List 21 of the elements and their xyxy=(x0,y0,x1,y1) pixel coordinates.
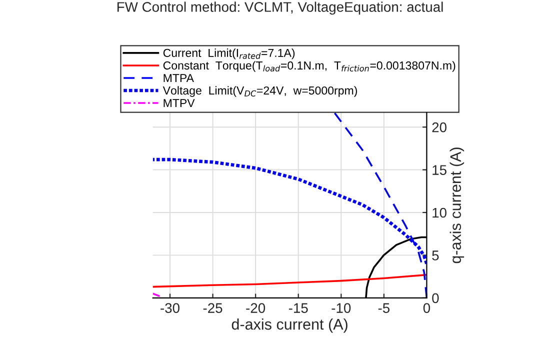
chart-title: FW Control method: VCLMT, VoltageEquation: actual xyxy=(117,2,443,15)
x-tick-label: -30 xyxy=(160,303,180,313)
x-tick-label: -10 xyxy=(332,303,351,313)
y-tick-label: 20 xyxy=(432,122,446,132)
legend-label: MTPV xyxy=(164,99,195,108)
y-axis-title: q-axis current (A) xyxy=(450,148,464,264)
y-tick-label: 10 xyxy=(432,208,446,218)
y-tick-label: 0 xyxy=(432,293,439,304)
y-tick-label: 15 xyxy=(432,165,446,175)
y-tick-label: 5 xyxy=(432,250,439,260)
legend-label: Current Limit(I$_{rated}$=7.1A) xyxy=(163,48,295,60)
legend-label: MTPA xyxy=(164,74,194,82)
legend-label: Voltage Limit(V$_{DC}$=24V, w=5000rpm) xyxy=(162,86,357,97)
legend-label: Constant Torque(T$_{load}$=0.1N.m, T$_{friction}$=0.0013807N.m) xyxy=(163,61,456,72)
x-tick-label: -20 xyxy=(246,303,266,313)
x-tick-label: -15 xyxy=(288,303,308,313)
x-axis-title: d-axis current (A) xyxy=(232,318,348,333)
x-tick-label: 0 xyxy=(423,303,430,313)
line-series xyxy=(152,274,427,288)
x-tick-label: -5 xyxy=(378,303,390,313)
x-tick-label: -25 xyxy=(203,303,222,313)
